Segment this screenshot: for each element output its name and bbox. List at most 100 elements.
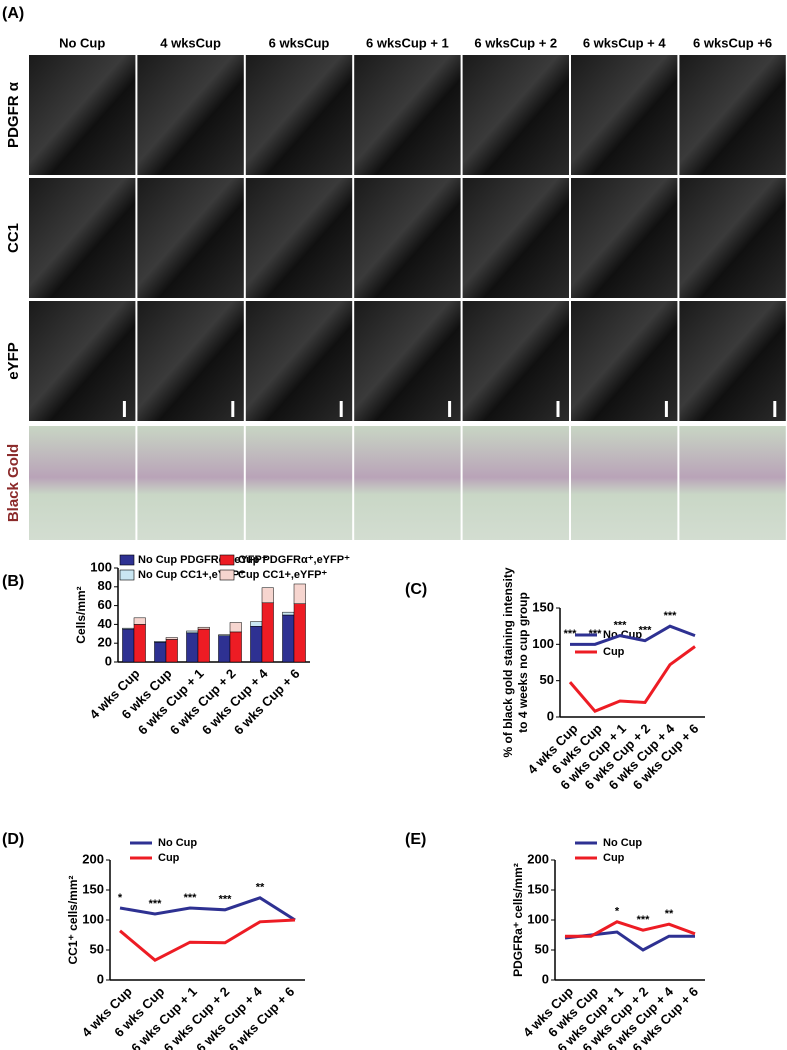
micrograph	[29, 178, 136, 298]
legend-swatch	[119, 554, 135, 566]
row-label: PDGFR α	[5, 81, 22, 148]
legend-label: No Cup CC1+,eYFP⁺	[138, 569, 245, 581]
y-tick-label: 50	[90, 941, 104, 956]
significance: **	[665, 908, 674, 920]
bar	[186, 630, 199, 634]
y-tick-label: 150	[527, 881, 549, 896]
panel-label: (D)	[2, 831, 24, 848]
bar	[197, 628, 210, 663]
y-tick-label: 40	[98, 616, 112, 631]
y-axis-title: % of black gold staining intensity	[501, 567, 515, 757]
y-axis-title: PDGFRa⁺ cells/mm²	[511, 863, 525, 977]
micrograph	[679, 301, 786, 421]
micrograph	[462, 301, 569, 421]
micrograph	[679, 426, 786, 540]
micrograph	[137, 55, 244, 175]
micrograph	[29, 426, 136, 540]
significance: ***	[639, 625, 653, 637]
bar	[218, 635, 231, 663]
y-tick-label: 100	[82, 911, 104, 926]
y-axis-title: Cells/mm²	[74, 586, 88, 643]
bar	[122, 627, 135, 630]
micrograph	[571, 426, 678, 540]
micrograph	[462, 178, 569, 298]
significance: **	[256, 882, 265, 894]
y-tick-label: 60	[98, 597, 112, 612]
legend-swatch	[119, 569, 135, 581]
bar	[165, 639, 178, 663]
micrograph	[137, 426, 244, 540]
y-tick-label: 150	[82, 881, 104, 896]
legend-label: Cup CC1+,eYFP⁺	[238, 569, 327, 581]
line	[565, 920, 696, 938]
micrograph	[462, 426, 569, 540]
significance: ***	[589, 628, 603, 640]
column-label: 6 wksCup + 4	[583, 35, 666, 50]
y-tick-label: 200	[82, 851, 104, 866]
significance: ***	[149, 898, 163, 910]
bar	[133, 617, 146, 625]
micrograph	[29, 301, 136, 421]
micrograph	[354, 178, 461, 298]
bar	[261, 587, 274, 604]
y-tick-label: 0	[97, 971, 104, 986]
y-tick-label: 0	[105, 653, 112, 668]
panel-label: (A)	[2, 5, 24, 22]
significance: ***	[184, 892, 198, 904]
bar	[165, 637, 178, 640]
bar	[261, 602, 274, 663]
legend-swatch	[219, 554, 235, 566]
column-label: 4 wksCup	[160, 35, 221, 50]
micrograph	[571, 301, 678, 421]
row-label: CC1	[5, 223, 22, 253]
y-axis-title: CC1⁺ cells/mm²	[66, 875, 80, 964]
y-tick-label: 20	[98, 635, 112, 650]
bar	[133, 624, 146, 663]
significance: ***	[219, 894, 233, 906]
bar	[154, 642, 167, 663]
micrograph	[462, 55, 569, 175]
legend-label: Cup	[603, 646, 625, 658]
micrograph	[137, 301, 244, 421]
significance: ***	[637, 914, 651, 926]
line	[119, 896, 296, 922]
legend-label: No Cup	[603, 837, 642, 849]
legend-label: Cup	[603, 852, 625, 864]
line	[119, 918, 296, 962]
micrograph	[245, 55, 353, 175]
micrograph	[679, 55, 786, 175]
bar	[282, 611, 295, 616]
column-label: 6 wksCup + 2	[474, 35, 557, 50]
legend-label: Cup PDGFRα⁺,eYFP⁺	[238, 554, 350, 566]
panel-label: (E)	[405, 831, 426, 848]
legend-swatch	[219, 569, 235, 581]
bar	[282, 614, 295, 663]
column-label: 6 wksCup +6	[693, 35, 772, 50]
panel-label: (B)	[2, 573, 24, 590]
micrograph	[245, 301, 353, 421]
micrograph	[679, 178, 786, 298]
legend-label: No Cup PDGFRα⁺,eYFP⁺	[138, 554, 268, 566]
bar	[229, 631, 242, 663]
bar	[229, 622, 242, 633]
bar	[250, 626, 263, 663]
y-tick-label: 100	[90, 559, 112, 574]
row-label: Black Gold	[5, 444, 22, 522]
column-label: 6 wksCup	[269, 35, 330, 50]
micrograph	[571, 55, 678, 175]
micrograph	[354, 426, 461, 540]
bar	[293, 583, 306, 604]
significance: ***	[614, 620, 628, 632]
line	[570, 624, 696, 646]
significance: *	[615, 906, 620, 918]
y-tick-label: 0	[547, 708, 554, 723]
legend-label: No Cup	[158, 837, 197, 849]
bar	[122, 628, 135, 663]
y-tick-label: 50	[535, 941, 549, 956]
micrograph	[354, 55, 461, 175]
micrograph	[354, 301, 461, 421]
micrograph	[245, 426, 353, 540]
y-axis-title: to 4 weeks no cup group	[516, 592, 530, 733]
micrograph	[137, 178, 244, 298]
